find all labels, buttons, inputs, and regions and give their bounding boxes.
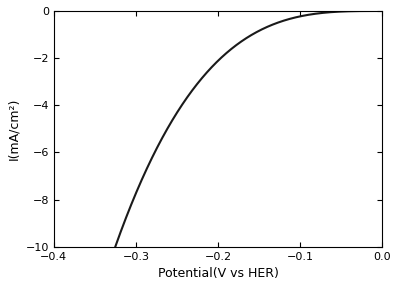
Y-axis label: I(mA/cm²): I(mA/cm²)	[7, 98, 20, 160]
X-axis label: Potential(V vs HER): Potential(V vs HER)	[158, 267, 279, 280]
